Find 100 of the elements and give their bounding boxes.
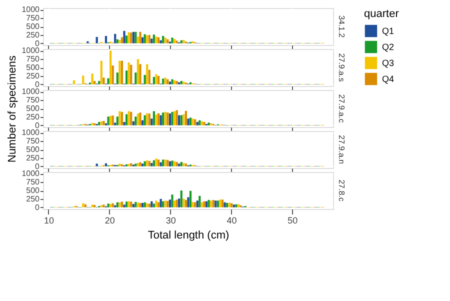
x-tick-label: 50 [288, 216, 298, 226]
bar [160, 198, 162, 208]
bar [155, 158, 158, 166]
legend-label: Q3 [382, 58, 394, 68]
y-tick-label: 750 [26, 178, 40, 187]
legend-label: Q2 [382, 42, 394, 52]
y-tick-label: 750 [26, 14, 40, 23]
bar [200, 202, 203, 208]
bar [150, 118, 153, 126]
bar [141, 120, 144, 126]
bar [176, 110, 178, 126]
legend-label: Q4 [382, 74, 394, 84]
x-tick-label: 30 [166, 216, 176, 226]
bar [136, 59, 140, 84]
bar [134, 164, 137, 166]
text: 27.8.c [337, 180, 346, 202]
bar [171, 194, 174, 208]
bar [196, 122, 198, 126]
bar [189, 190, 192, 208]
bar [91, 204, 94, 208]
bar [141, 202, 144, 208]
bar [173, 38, 176, 44]
bar [104, 36, 108, 44]
y-tick-label: 250 [26, 194, 40, 204]
bar [72, 80, 76, 84]
x-axis-title: Total length (cm) [148, 230, 230, 242]
bar [102, 204, 105, 208]
bar [118, 60, 121, 84]
y-tick-label: 1000 [22, 87, 40, 96]
bar [144, 202, 146, 208]
bar [144, 74, 146, 84]
x-tick-label: 40 [226, 216, 237, 226]
bar [94, 80, 96, 84]
bar [136, 114, 140, 126]
text: 27.9.a.s [337, 53, 346, 82]
bar [184, 110, 187, 126]
bar [171, 112, 174, 126]
bar [189, 118, 192, 126]
text: 34.1.2 [337, 15, 346, 38]
bar [107, 78, 110, 84]
bar [160, 162, 162, 166]
bar [139, 32, 142, 44]
bar [171, 79, 174, 84]
bar [112, 65, 114, 84]
bar [221, 200, 224, 208]
bar [116, 72, 118, 84]
bar [110, 50, 112, 84]
bar [116, 116, 118, 126]
bar [136, 202, 140, 208]
bar [134, 32, 137, 44]
y-tick-label: 750 [26, 136, 40, 146]
bar [150, 201, 153, 208]
bar [152, 34, 156, 44]
y-tick-label: 1000 [22, 169, 40, 178]
bar [160, 115, 162, 126]
bar [96, 36, 98, 44]
bar [176, 40, 178, 44]
bar [194, 119, 196, 126]
bar [203, 122, 206, 126]
bar [91, 122, 94, 126]
bar [132, 121, 134, 126]
bar [219, 200, 222, 208]
bar [102, 78, 105, 84]
bar [104, 163, 108, 166]
bar [128, 62, 130, 84]
bar [98, 80, 100, 84]
y-tick-label: 500 [26, 145, 40, 154]
bar [152, 111, 156, 126]
bar [128, 32, 130, 44]
bar [192, 202, 194, 208]
bar [91, 74, 94, 84]
bar [150, 38, 153, 44]
text: 27.9.a.n [337, 135, 346, 164]
bar [118, 202, 121, 208]
bar [128, 111, 130, 126]
bar [130, 64, 132, 84]
bar [141, 37, 144, 44]
bar [155, 36, 158, 44]
x-tick-label: 20 [104, 216, 115, 226]
bar [139, 64, 142, 84]
y-tick-label: 0 [35, 162, 40, 171]
bar [176, 162, 178, 166]
bar [192, 118, 194, 126]
bar [205, 201, 208, 208]
bar [157, 202, 160, 208]
bar [136, 36, 140, 44]
legend-label: Q1 [382, 26, 394, 36]
bar [141, 164, 144, 166]
bar [180, 190, 182, 208]
bar [146, 64, 148, 84]
bar [118, 164, 121, 166]
bar [139, 162, 142, 166]
bar [136, 162, 140, 166]
bar [166, 79, 169, 84]
bar [123, 204, 126, 208]
bar [107, 116, 110, 126]
y-tick-label: 750 [26, 54, 40, 64]
bar [237, 204, 240, 208]
bar [152, 204, 156, 208]
y-tick-label: 250 [26, 71, 40, 80]
